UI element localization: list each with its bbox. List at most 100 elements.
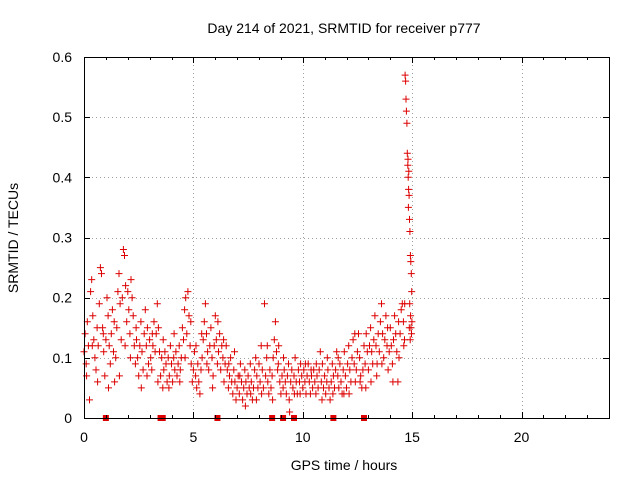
x-tick-label: 15 [404,429,420,445]
data-point [385,348,393,356]
data-point [300,366,308,374]
data-point [296,390,304,398]
data-point [285,396,293,404]
data-point [222,342,230,350]
data-point [339,366,347,374]
data-point [380,354,388,362]
data-point [99,324,107,332]
data-point [280,366,288,374]
y-tick-label: 0 [64,410,72,426]
data-point [406,252,414,259]
data-point [143,324,151,332]
data-point [215,348,222,356]
data-point [197,366,205,374]
data-point [351,330,359,338]
data-point [375,348,383,356]
data-point [105,342,113,350]
data-point [236,372,244,380]
data-point [357,372,365,380]
data-point [258,366,266,374]
data-point [132,324,140,332]
data-point [147,354,155,362]
data-point [236,360,244,368]
data-point [121,342,129,350]
data-point [370,336,378,344]
data-point [345,390,353,398]
data-point [356,378,364,386]
data-point [165,384,173,392]
data-point [252,354,260,362]
data-point [256,378,264,386]
data-point [361,360,369,368]
data-point [119,246,127,253]
data-point [116,300,124,308]
data-point [269,396,277,404]
data-point [345,342,353,350]
data-point [268,372,276,380]
data-point [100,348,108,356]
data-point [376,318,384,326]
data-point [217,366,225,374]
data-point [262,372,270,380]
data-point [88,342,96,350]
data-point [213,360,221,368]
y-tick-label: 0.5 [53,109,73,125]
data-point [231,378,239,386]
data-point [158,354,166,362]
data-point [126,354,134,362]
data-point [381,336,389,344]
data-point [150,318,158,326]
data-point [94,378,102,386]
data-point [270,336,278,344]
data-point [251,366,259,374]
data-point [220,378,228,386]
data-point [346,366,354,374]
data-point [137,318,145,326]
data-point [95,300,103,308]
data-point [327,378,335,386]
data-point [170,330,178,338]
data-point [107,330,115,338]
data-point [104,312,112,320]
data-point [378,360,386,368]
data-point [397,306,405,314]
data-point [364,366,372,374]
data-point [313,372,321,380]
data-point [187,360,195,368]
data-point [220,336,228,344]
data-point [241,366,249,374]
x-tick-label: 10 [295,429,311,445]
data-point [312,360,320,368]
data-point [362,330,370,338]
data-point [123,318,131,326]
data-point [291,354,299,362]
data-point [367,378,375,386]
data-point [185,312,193,320]
data-point [138,348,146,356]
data-point [226,372,233,380]
data-point [201,300,209,308]
data-point [266,366,274,374]
data-point [198,330,206,338]
data-point [157,372,165,380]
data-point [168,360,175,368]
data-point [229,390,237,398]
data-point [153,300,161,308]
data-point [212,336,220,344]
x-tick-label: 5 [189,429,197,445]
data-point [225,360,233,368]
data-point [366,342,373,350]
data-point [227,354,235,362]
data-point [230,366,238,374]
data-point [275,342,283,350]
data-point [332,366,340,374]
data-point [149,342,157,350]
data-point [99,330,107,338]
data-point [288,366,296,374]
axis-ticks: 0 5 10 15 20 0 0.1 0.2 0.3 0.4 0.5 0.6 [53,49,609,445]
data-point [139,366,147,374]
data-point [94,342,102,350]
data-point [81,330,89,338]
data-point [186,342,194,350]
data-point [148,366,156,374]
